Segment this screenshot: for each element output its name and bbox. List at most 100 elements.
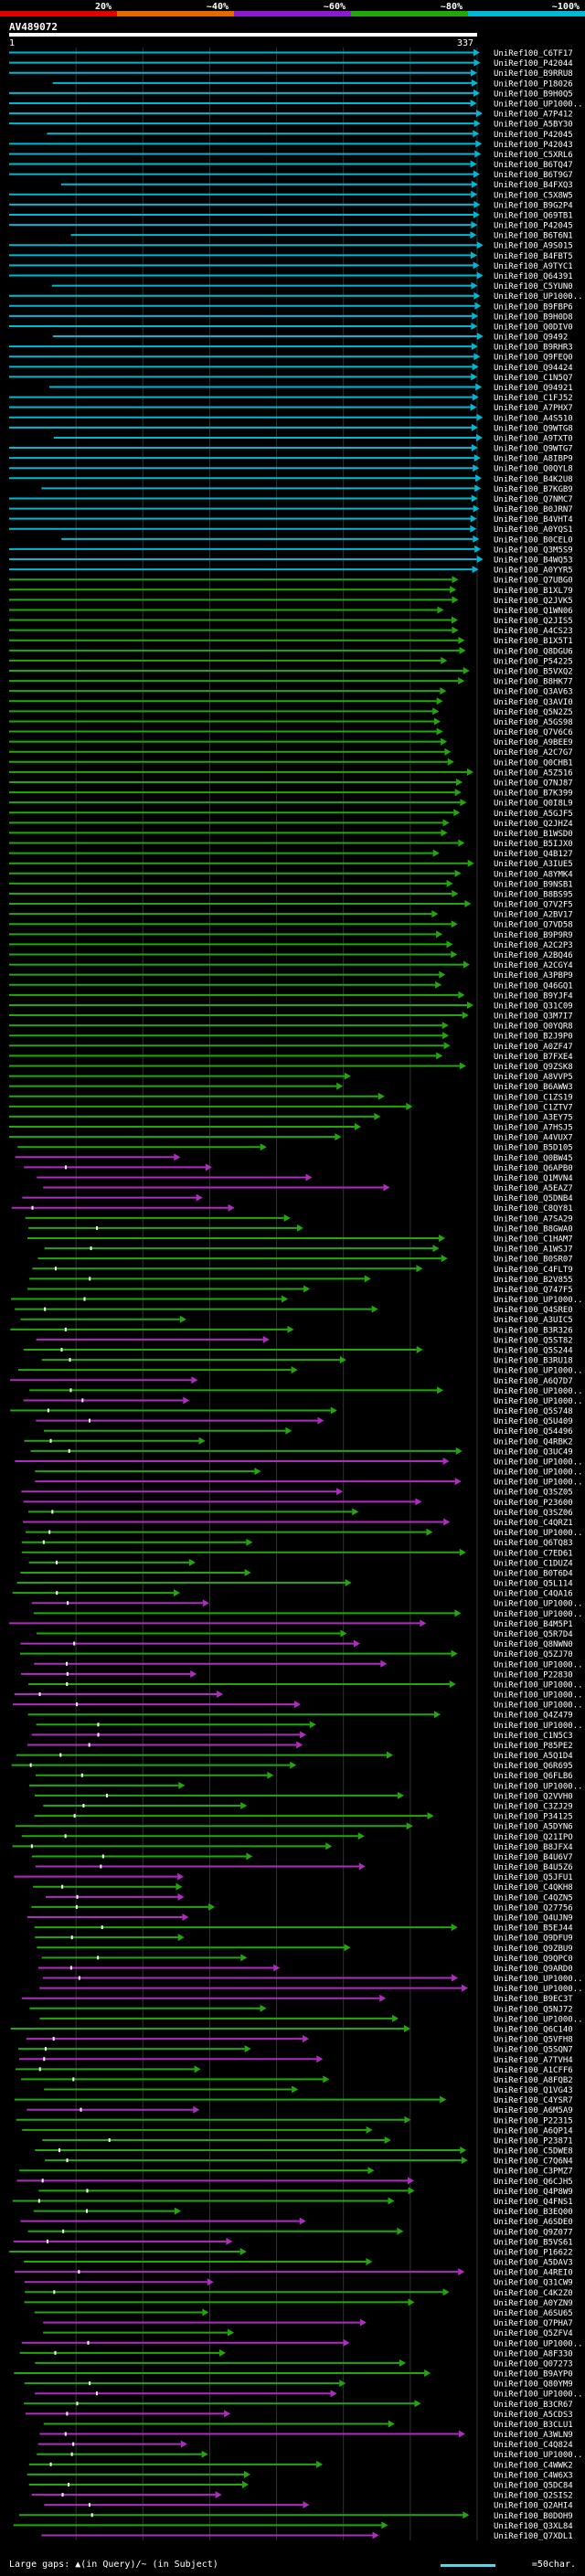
subject-label[interactable]: UniRef100_C5XRL6: [494, 151, 573, 160]
subject-label[interactable]: UniRef100_Q3UC49: [494, 1447, 573, 1457]
subject-label[interactable]: UniRef100_Q3AV63: [494, 688, 573, 697]
subject-label[interactable]: UniRef100_Q9WTG7: [494, 445, 573, 454]
subject-label[interactable]: UniRef100_B4U5Z6: [494, 1863, 573, 1872]
subject-label[interactable]: UniRef100_Q69TB1: [494, 211, 573, 220]
subject-label[interactable]: UniRef100_B5VS61: [494, 2238, 573, 2247]
subject-label[interactable]: UniRef100_Q5VFH8: [494, 2036, 573, 2045]
subject-label[interactable]: UniRef100_Q7UBG0: [494, 577, 573, 586]
subject-label[interactable]: UniRef100_Q0YQR8: [494, 1023, 573, 1032]
subject-label[interactable]: UniRef100_P18026: [494, 80, 573, 89]
subject-label[interactable]: UniRef100_Q3SZ05: [494, 1489, 573, 1498]
subject-label[interactable]: UniRef100_A5GJF5: [494, 810, 573, 819]
subject-label[interactable]: UniRef100_B4M5P1: [494, 1620, 573, 1629]
subject-label[interactable]: UniRef100_A8IBP9: [494, 455, 573, 464]
subject-label[interactable]: UniRef100_Q5NJ72: [494, 2005, 573, 2014]
subject-label[interactable]: UniRef100_A0YQS1: [494, 525, 573, 535]
subject-label[interactable]: UniRef100_B6T6N1: [494, 232, 573, 241]
subject-label[interactable]: UniRef100_B3EQ00: [494, 2208, 573, 2217]
subject-label[interactable]: UniRef100_Q6R695: [494, 1762, 573, 1771]
subject-label[interactable]: UniRef100_A3PBP9: [494, 971, 573, 981]
subject-label[interactable]: UniRef100_Q1MVN4: [494, 1174, 573, 1183]
subject-label[interactable]: UniRef100_A5DAV3: [494, 2259, 573, 2268]
subject-label[interactable]: UniRef100_Q5DNB4: [494, 1194, 573, 1203]
subject-label[interactable]: UniRef100_UP1000..: [494, 1782, 583, 1791]
subject-label[interactable]: UniRef100_A5Q1D4: [494, 1752, 573, 1761]
subject-label[interactable]: UniRef100_A8YMK4: [494, 870, 573, 879]
subject-label[interactable]: UniRef100_A5BY30: [494, 121, 573, 130]
subject-label[interactable]: UniRef100_UP1000..: [494, 1701, 583, 1711]
subject-label[interactable]: UniRef100_B8HK77: [494, 678, 573, 687]
subject-label[interactable]: UniRef100_C5DWE8: [494, 2147, 573, 2157]
subject-label[interactable]: UniRef100_Q5U409: [494, 1417, 573, 1426]
subject-label[interactable]: UniRef100_B1XL79: [494, 587, 573, 596]
subject-label[interactable]: UniRef100_B6AWW3: [494, 1083, 573, 1092]
subject-label[interactable]: UniRef100_Q5R7D4: [494, 1630, 573, 1639]
subject-label[interactable]: UniRef100_B9RRU8: [494, 69, 573, 79]
subject-label[interactable]: UniRef100_Q7NJ87: [494, 779, 573, 788]
subject-label[interactable]: UniRef100_A5GS98: [494, 718, 573, 727]
subject-label[interactable]: UniRef100_B9H0Q5: [494, 90, 573, 99]
subject-label[interactable]: UniRef100_Q2JIS5: [494, 617, 573, 626]
subject-label[interactable]: UniRef100_C1HAM7: [494, 1235, 573, 1245]
subject-label[interactable]: UniRef100_C7Q6N4: [494, 2157, 573, 2167]
subject-label[interactable]: UniRef100_A7P412: [494, 111, 573, 120]
subject-label[interactable]: UniRef100_A2C7G7: [494, 748, 573, 758]
subject-label[interactable]: UniRef100_B8JFX4: [494, 1843, 573, 1852]
subject-label[interactable]: UniRef100_Q54496: [494, 1427, 573, 1436]
subject-label[interactable]: UniRef100_C4YSR7: [494, 2096, 573, 2105]
subject-label[interactable]: UniRef100_B0DOH9: [494, 2512, 573, 2521]
subject-label[interactable]: UniRef100_Q80YM9: [494, 2380, 573, 2390]
subject-label[interactable]: UniRef100_Q6TQ83: [494, 1539, 573, 1548]
subject-label[interactable]: UniRef100_A7TVH4: [494, 2056, 573, 2065]
subject-label[interactable]: UniRef100_Q8DGU6: [494, 647, 573, 656]
subject-label[interactable]: UniRef100_Q3SZ06: [494, 1509, 573, 1518]
subject-label[interactable]: UniRef100_P34125: [494, 1813, 573, 1822]
subject-label[interactable]: UniRef100_B9AYP0: [494, 2370, 573, 2380]
subject-label[interactable]: UniRef100_B9H0D8: [494, 313, 573, 322]
subject-label[interactable]: UniRef100_A6M5A9: [494, 2106, 573, 2115]
subject-label[interactable]: UniRef100_B0T6D4: [494, 1569, 573, 1578]
subject-label[interactable]: UniRef100_A3UIC5: [494, 1316, 573, 1325]
subject-label[interactable]: UniRef100_Q1WN06: [494, 607, 573, 616]
subject-label[interactable]: UniRef100_B9G2P4: [494, 201, 573, 210]
subject-label[interactable]: UniRef100_Q7VD58: [494, 921, 573, 930]
subject-label[interactable]: UniRef100_B7K399: [494, 790, 573, 799]
subject-label[interactable]: UniRef100_Q8NWN0: [494, 1640, 573, 1649]
subject-label[interactable]: UniRef100_B1WSD0: [494, 830, 573, 839]
subject-label[interactable]: UniRef100_A0YZN9: [494, 2299, 573, 2308]
subject-label[interactable]: UniRef100_Q3XL84: [494, 2522, 573, 2531]
subject-label[interactable]: UniRef100_UP1000..: [494, 1722, 583, 1731]
subject-label[interactable]: UniRef100_B4VHT4: [494, 515, 573, 525]
subject-label[interactable]: UniRef100_B9EC3T: [494, 1995, 573, 2004]
subject-label[interactable]: UniRef100_UP1000..: [494, 1397, 583, 1406]
subject-label[interactable]: UniRef100_A6QP14: [494, 2126, 573, 2136]
subject-label[interactable]: UniRef100_UP1000..: [494, 1680, 583, 1690]
subject-label[interactable]: UniRef100_Q2JVK5: [494, 597, 573, 606]
subject-label[interactable]: UniRef100_B5EJ44: [494, 1924, 573, 1934]
subject-label[interactable]: UniRef100_A4REI0: [494, 2269, 573, 2278]
subject-label[interactable]: UniRef100_C3ZJ29: [494, 1803, 573, 1812]
subject-label[interactable]: UniRef100_C5YUN0: [494, 282, 573, 292]
subject-label[interactable]: UniRef100_Q2VVH0: [494, 1792, 573, 1801]
subject-label[interactable]: UniRef100_Q9ZBU9: [494, 1945, 573, 1954]
subject-label[interactable]: UniRef100_P42043: [494, 141, 573, 150]
subject-label[interactable]: UniRef100_P23600: [494, 1499, 573, 1508]
subject-label[interactable]: UniRef100_C3PMZ7: [494, 2168, 573, 2177]
subject-label[interactable]: UniRef100_A6SU65: [494, 2309, 573, 2318]
subject-label[interactable]: UniRef100_A5EAZ7: [494, 1184, 573, 1193]
subject-label[interactable]: UniRef100_Q21IPO: [494, 1833, 573, 1842]
subject-label[interactable]: UniRef100_A7HSJ5: [494, 1124, 573, 1133]
subject-label[interactable]: UniRef100_Q3M5S9: [494, 546, 573, 555]
subject-label[interactable]: UniRef100_B5IJX0: [494, 840, 573, 849]
subject-label[interactable]: UniRef100_B7KGB9: [494, 485, 573, 494]
subject-label[interactable]: UniRef100_Q9492: [494, 334, 568, 343]
subject-label[interactable]: UniRef100_UP1000..: [494, 1985, 583, 1994]
subject-label[interactable]: UniRef100_A4S510: [494, 414, 573, 423]
subject-label[interactable]: UniRef100_A9BEE9: [494, 738, 573, 747]
subject-label[interactable]: UniRef100_C6TF17: [494, 49, 573, 58]
subject-label[interactable]: UniRef100_C1ZS19: [494, 1093, 573, 1102]
subject-label[interactable]: UniRef100_A4VUX7: [494, 1134, 573, 1143]
subject-label[interactable]: UniRef100_C4WWK2: [494, 2461, 573, 2470]
subject-label[interactable]: UniRef100_B9YJF4: [494, 991, 573, 1001]
subject-label[interactable]: UniRef100_UP1000..: [494, 100, 583, 109]
